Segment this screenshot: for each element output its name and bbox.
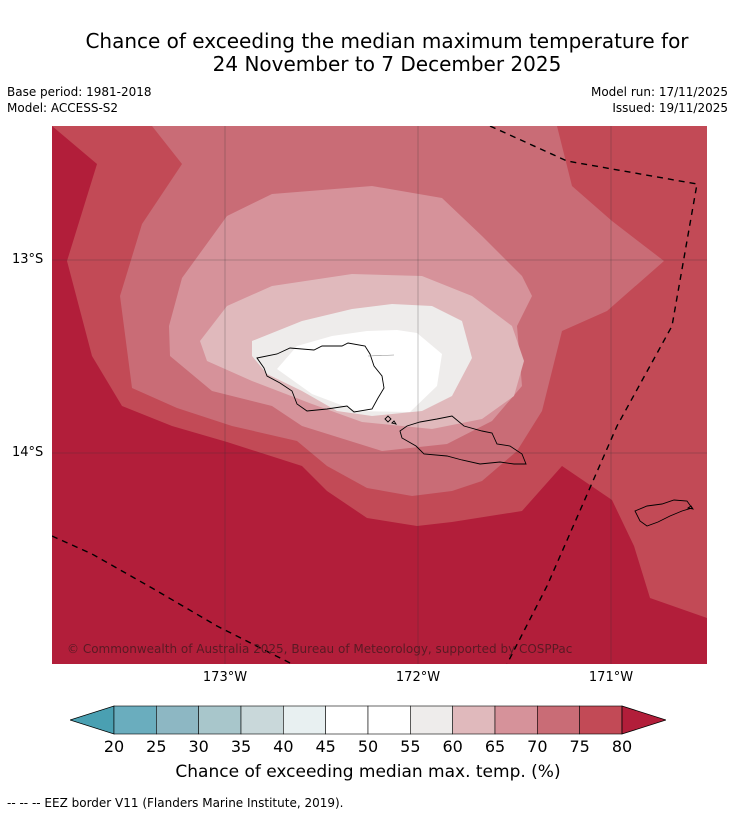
- colorbar-segment: [579, 705, 623, 735]
- tutuila-coastline: [634, 499, 693, 527]
- graticule: [52, 126, 707, 664]
- colorbar-segment: [452, 705, 496, 735]
- band-50: [277, 330, 442, 412]
- colorbar-tick-label: 60: [442, 737, 463, 756]
- colorbar-tick-label: 75: [569, 737, 590, 756]
- colorbar-tick-label: 25: [146, 737, 167, 756]
- colorbar-segment: [367, 705, 411, 735]
- colorbar-segment: [325, 705, 369, 735]
- lat-label-14s: 14°S: [12, 445, 44, 460]
- colorbar-tick-label: 40: [273, 737, 294, 756]
- colorbar-segment: [240, 705, 284, 735]
- colorbar-extend-low: [68, 705, 115, 735]
- copyright-notice: © Commonwealth of Australia 2025, Bureau…: [67, 642, 573, 656]
- map-svg: [52, 126, 707, 664]
- manono-coastline: [384, 415, 392, 423]
- lon-label-173w: 173°W: [202, 670, 248, 685]
- colorbar-tick-label: 35: [230, 737, 252, 756]
- colorbar: [68, 704, 668, 736]
- colorbar-tick-label: 45: [315, 737, 336, 756]
- lat-label-13s: 13°S: [12, 252, 44, 267]
- lon-label-171w: 171°W: [588, 670, 634, 685]
- issued-date: Issued: 19/11/2025: [612, 101, 728, 115]
- colorbar-tick-label: 20: [103, 737, 125, 756]
- lake-mark: [367, 354, 395, 357]
- colorbar-segment: [113, 705, 157, 735]
- colorbar-tick-label: 65: [484, 737, 506, 756]
- meta-left: Base period: 1981-2018 Model: ACCESS-S2: [7, 84, 152, 116]
- eez-border: [52, 126, 698, 664]
- title-line-2: 24 November to 7 December 2025: [212, 52, 562, 76]
- meta-right: Model run: 17/11/2025 Issued: 19/11/2025: [591, 84, 728, 116]
- colorbar-extend-high: [621, 705, 668, 735]
- aunuu-coastline: [686, 505, 694, 510]
- colorbar-title-text: Chance of exceeding median max. temp. (%…: [175, 762, 561, 782]
- colorbar-tick-label: 30: [188, 737, 209, 756]
- model-name: Model: ACCESS-S2: [7, 101, 119, 115]
- base-period: Base period: 1981-2018: [7, 85, 152, 99]
- map-title: Chance of exceeding the median maximum t…: [0, 30, 736, 76]
- apolima-coastline: [391, 420, 398, 425]
- colorbar-segment: [283, 705, 326, 735]
- lon-label-172w: 172°W: [395, 670, 441, 685]
- colorbar-segment: [198, 705, 242, 735]
- upolu-coastline: [399, 415, 527, 465]
- colorbar-segment: [494, 705, 538, 735]
- colorbar-tick-label: 70: [527, 737, 548, 756]
- eez-footnote: -- -- -- EEZ border V11 (Flanders Marine…: [7, 796, 344, 810]
- map-area[interactable]: [52, 126, 707, 664]
- colorbar-tick-label: 55: [400, 737, 421, 756]
- colorbar-title: Chance of exceeding median max. temp. (%…: [0, 762, 736, 782]
- colorbar-svg: [68, 705, 668, 735]
- colorbar-segment: [537, 705, 580, 735]
- colorbar-tick-label: 50: [357, 737, 379, 756]
- savaii-coastline: [256, 342, 385, 413]
- colorbar-segment: [156, 705, 199, 735]
- colorbar-tick-label: 80: [611, 737, 633, 756]
- title-line-1: Chance of exceeding the median maximum t…: [85, 29, 689, 53]
- coastlines: [256, 342, 694, 527]
- model-run: Model run: 17/11/2025: [590, 85, 728, 99]
- colorbar-segment: [410, 705, 453, 735]
